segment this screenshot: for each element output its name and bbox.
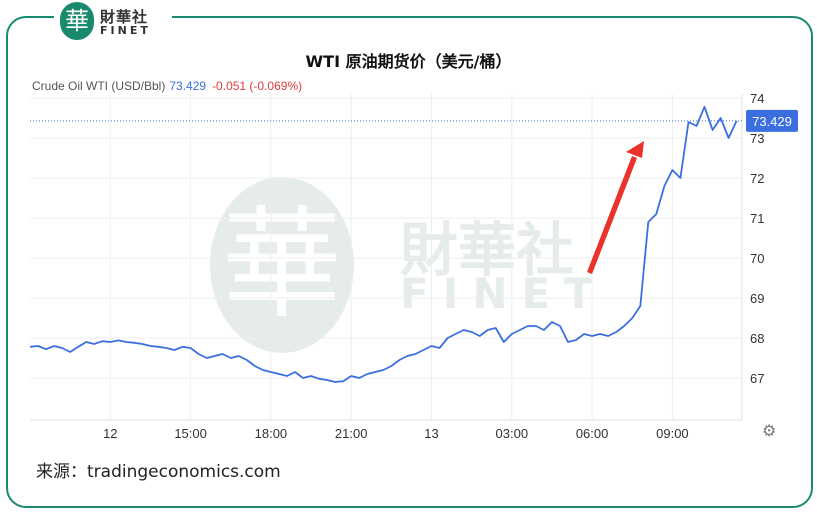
y-tick-label: 67	[750, 371, 764, 386]
series-line	[29, 105, 738, 383]
chart-title: WTI 原油期货价（美元/桶）	[305, 52, 512, 71]
x-tick-label: 18:00	[255, 426, 288, 441]
x-tick-label: 06:00	[576, 426, 609, 441]
x-tick-label: 03:00	[496, 426, 529, 441]
grid	[30, 94, 743, 421]
last-price-tag-label: 73.429	[752, 114, 792, 129]
arrow-head	[626, 141, 644, 158]
y-tick-labels: 67 68 69 70 71 72 73 74	[750, 91, 764, 386]
logo-text-cn: 財華社	[100, 8, 149, 26]
y-tick-label: 70	[750, 251, 764, 266]
x-tick-labels: 12 15:00 18:00 21:00 13 03:00 06:00 09:00	[103, 426, 689, 441]
x-tick-label: 12	[103, 426, 117, 441]
rise-arrow	[587, 141, 644, 274]
logo-mark-icon: 華	[60, 2, 94, 40]
y-tick-label: 73	[750, 131, 764, 146]
watermark: 華 財華社 FINET	[210, 177, 607, 353]
watermark-mark: 華	[222, 196, 342, 335]
legend-instrument: Crude Oil WTI (USD/Bbl)	[32, 79, 166, 93]
source-label: 来源：tradingeconomics.com	[36, 462, 281, 482]
y-tick-label: 71	[750, 211, 764, 226]
watermark-cn: 財華社	[400, 216, 574, 284]
x-tick-label: 13	[424, 426, 438, 441]
x-tick-label: 09:00	[656, 426, 689, 441]
chart-legend: Crude Oil WTI (USD/Bbl) 73.429 -0.051 (-0.…	[32, 79, 302, 93]
legend-change: -0.051 (-0.069%)	[212, 79, 303, 93]
y-tick-label: 72	[750, 171, 764, 186]
gear-icon[interactable]: ⚙	[762, 421, 777, 440]
legend-price: 73.429	[169, 79, 207, 93]
x-tick-label: 21:00	[335, 426, 368, 441]
y-tick-label: 68	[750, 331, 764, 346]
last-price-tag: 73.429	[746, 109, 798, 132]
last-price-tag-bg	[746, 109, 798, 132]
arrow-shaft	[587, 156, 637, 274]
watermark-mark-shape	[210, 177, 354, 353]
watermark-en: FINET	[400, 269, 607, 318]
finet-logo: 華 財華社 FINET	[54, 0, 172, 42]
y-tick-label: 74	[750, 91, 764, 106]
y-tick-label: 69	[750, 291, 764, 306]
logo-text-en: FINET	[100, 24, 151, 37]
x-tick-label: 15:00	[174, 426, 207, 441]
